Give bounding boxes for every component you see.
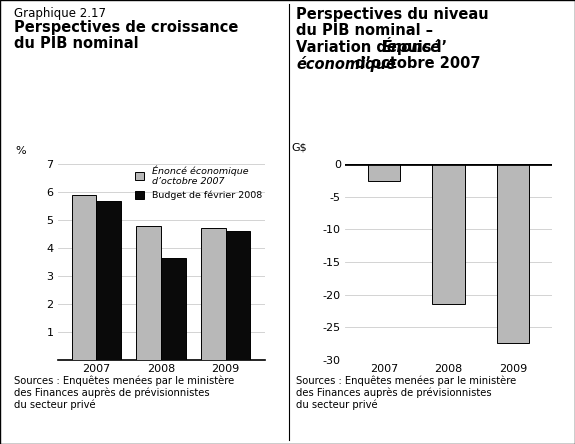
Bar [367,164,400,181]
Text: Perspectives du niveau: Perspectives du niveau [296,7,489,22]
Text: Perspectives de croissance: Perspectives de croissance [14,20,239,35]
Y-axis label: G$: G$ [292,143,307,153]
Bar [97,201,121,360]
Legend: Énoncé économique
d’octobre 2007, Budget de février 2008: Énoncé économique d’octobre 2007, Budget… [135,165,262,200]
Bar [136,226,161,360]
Bar [497,164,530,343]
Text: Graphique 2.17: Graphique 2.17 [14,7,106,20]
Bar [225,231,250,360]
Y-axis label: %: % [15,147,25,156]
Text: Variation depuis l’: Variation depuis l’ [296,40,447,55]
Text: Sources : Enquêtes menées par le ministère
des Finances auprès de prévisionniste: Sources : Enquêtes menées par le ministè… [14,375,235,410]
Bar [72,195,97,360]
Text: Sources : Enquêtes menées par le ministère
des Finances auprès de prévisionniste: Sources : Enquêtes menées par le ministè… [296,375,516,410]
Bar [161,258,186,360]
Text: économique: économique [296,56,396,72]
Bar [432,164,465,304]
Bar [201,229,225,360]
Text: d’octobre 2007: d’octobre 2007 [350,56,480,71]
Text: Énoncé: Énoncé [381,40,440,55]
Text: du PIB nominal –: du PIB nominal – [296,23,433,38]
Text: du PIB nominal: du PIB nominal [14,36,139,52]
